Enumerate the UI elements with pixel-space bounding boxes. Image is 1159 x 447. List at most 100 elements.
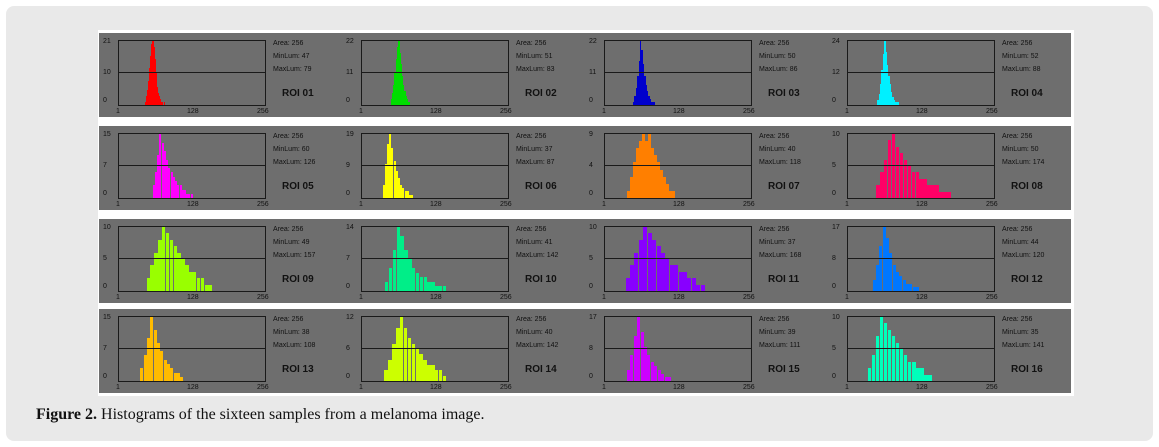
- histogram-bar: [887, 140, 892, 198]
- histogram-bar: [423, 277, 427, 291]
- y-tick-zero: 0: [832, 97, 836, 104]
- histogram-bar: [166, 363, 170, 381]
- histogram-bar: [391, 147, 394, 198]
- histogram-bar: [895, 102, 897, 105]
- x-tick-1: 1: [116, 201, 120, 208]
- histogram-bars: [119, 227, 265, 291]
- area-stat: Area: 256: [516, 226, 547, 233]
- histogram-bar: [645, 84, 647, 105]
- mid-gridline: [362, 72, 508, 73]
- x-tick-1: 1: [845, 294, 849, 301]
- area-stat: Area: 256: [759, 226, 790, 233]
- area-stat: Area: 256: [273, 133, 304, 140]
- maxlum-stat: MaxLum: 174: [1002, 159, 1045, 166]
- histogram-bar: [406, 99, 408, 105]
- histogram-bar: [408, 259, 412, 291]
- x-tick-128: 128: [916, 108, 928, 115]
- histogram-tile: 22 11 0 1 128 256 Area: 256 MinLum: 50 MaxLum: 8…: [585, 33, 821, 117]
- histogram-bar: [389, 134, 392, 198]
- histogram-bar: [643, 227, 648, 291]
- caption-text: Histograms of the sixteen samples from a…: [97, 406, 485, 423]
- histogram-bar: [881, 70, 883, 105]
- histogram-bar: [896, 272, 900, 291]
- roi-label: ROI 06: [525, 181, 557, 192]
- histogram-row: 21 10 0 1 128 256 Area: 256 MinLum: 47 MaxLum: 7…: [99, 33, 1071, 117]
- histogram-bars: [362, 41, 508, 105]
- histogram-bar: [893, 99, 896, 105]
- histogram-bar: [434, 370, 439, 381]
- histogram-tile: 14 7 0 1 128 256 Area: 256 MinLum: 41 MaxLum: 14…: [342, 219, 578, 303]
- histogram-bar: [896, 102, 898, 105]
- histogram-bar: [150, 56, 152, 105]
- y-tick-zero: 0: [346, 283, 350, 290]
- histogram-bar: [886, 65, 889, 105]
- x-tick-1: 1: [116, 108, 120, 115]
- histogram-bar: [400, 236, 404, 291]
- histogram-bar: [867, 368, 872, 381]
- histogram-bar: [931, 185, 935, 198]
- histogram-bar: [160, 351, 164, 381]
- histogram-bar: [907, 166, 912, 198]
- x-tick-1: 1: [359, 384, 363, 391]
- histogram-bar: [657, 162, 660, 198]
- histogram-bar: [155, 80, 158, 105]
- histogram-bars: [119, 134, 265, 198]
- histogram-bar: [633, 102, 635, 105]
- y-tick-max: 22: [589, 38, 597, 45]
- histogram-bars: [848, 41, 994, 105]
- minlum-stat: MinLum: 39: [759, 329, 796, 336]
- y-tick-max: 10: [103, 224, 111, 231]
- area-stat: Area: 256: [759, 133, 790, 140]
- histogram-bar: [630, 265, 634, 291]
- roi-label: ROI 10: [525, 274, 557, 285]
- minlum-stat: MinLum: 35: [1002, 329, 1039, 336]
- histogram-bar: [882, 227, 886, 291]
- histogram-bar: [903, 355, 908, 381]
- histogram-bars: [362, 134, 508, 198]
- histogram-tile: 24 12 0 1 128 256 Area: 256 MinLum: 52 MaxLum: 8…: [828, 33, 1064, 117]
- histogram-bar: [630, 176, 633, 198]
- histogram-bar: [388, 359, 392, 381]
- histogram-bar: [683, 271, 687, 291]
- histogram-bar: [384, 281, 389, 291]
- histogram-tile: 15 7 0 1 128 256 Area: 256 MinLum: 38 MaxLum: 10…: [99, 309, 335, 393]
- x-tick-128: 128: [673, 384, 685, 391]
- histogram-bar: [897, 102, 900, 105]
- histogram-bar: [411, 343, 416, 381]
- histogram-bar: [159, 98, 162, 105]
- histogram-bar: [405, 96, 407, 105]
- histogram-bar: [638, 239, 643, 291]
- histogram-bar: [899, 153, 904, 198]
- histogram-bar: [927, 185, 931, 198]
- histogram-bar: [665, 259, 670, 291]
- roi-label: ROI 13: [282, 364, 314, 375]
- histogram-bar: [637, 75, 639, 105]
- histogram-bar: [188, 193, 191, 198]
- minlum-stat: MinLum: 38: [273, 329, 310, 336]
- x-tick-256: 256: [257, 108, 269, 115]
- mid-gridline: [362, 348, 508, 349]
- histogram-bar: [935, 185, 939, 198]
- histogram-bar: [700, 284, 705, 291]
- histogram-bar: [656, 246, 661, 291]
- maxlum-stat: MaxLum: 88: [1002, 66, 1041, 73]
- roi-label: ROI 14: [525, 364, 557, 375]
- histogram-plot: [847, 133, 995, 199]
- histogram-bar: [140, 368, 144, 381]
- area-stat: Area: 256: [516, 133, 547, 140]
- mid-gridline: [119, 72, 265, 73]
- y-tick-zero: 0: [589, 283, 593, 290]
- histogram-tile: 10 5 0 1 128 256 Area: 256 MinLum: 50 MaxLum: 17…: [828, 126, 1064, 210]
- minlum-stat: MinLum: 37: [516, 146, 553, 153]
- histogram-bar: [409, 194, 411, 198]
- x-tick-256: 256: [257, 294, 269, 301]
- histogram-bar: [161, 102, 164, 105]
- histogram-bar: [398, 41, 400, 105]
- histogram-tile: 21 10 0 1 128 256 Area: 256 MinLum: 47 MaxLum: 7…: [99, 33, 335, 117]
- x-tick-256: 256: [500, 108, 512, 115]
- x-tick-256: 256: [500, 201, 512, 208]
- histogram-bar: [143, 355, 147, 381]
- histogram-bar: [644, 75, 646, 105]
- histogram-tile: 12 6 0 1 128 256 Area: 256 MinLum: 40 MaxLum: 14…: [342, 309, 578, 393]
- histogram-bar: [892, 97, 894, 105]
